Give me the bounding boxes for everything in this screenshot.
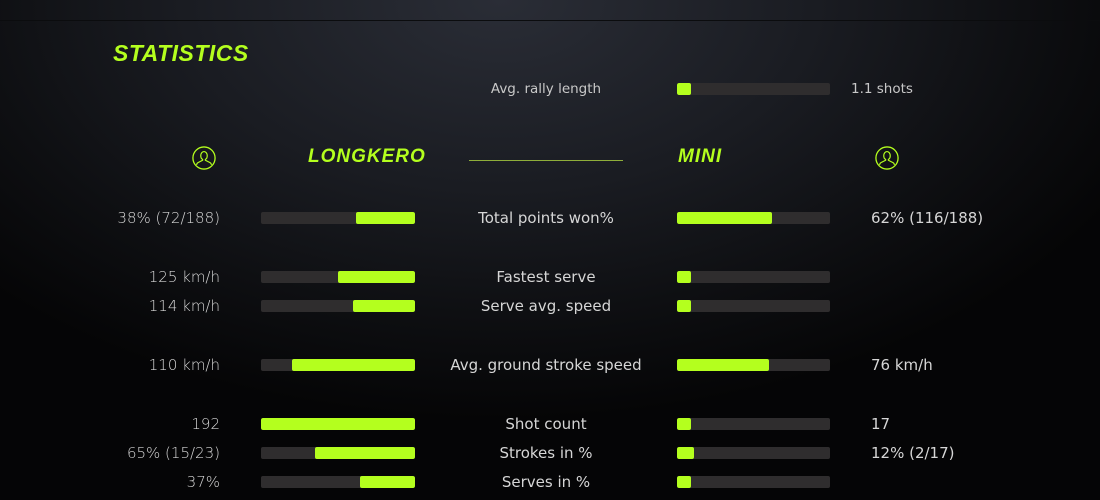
user-circle-icon <box>192 146 216 170</box>
right-bar-fill <box>677 359 769 371</box>
user-circle-icon <box>875 146 899 170</box>
right-bar <box>677 271 830 283</box>
stat-label: Total points won% <box>478 209 614 227</box>
stat-label: Strokes in % <box>499 444 593 462</box>
right-bar <box>677 476 830 488</box>
rally-bar-fill <box>677 83 691 95</box>
left-value: 125 km/h <box>148 268 220 286</box>
left-value: 192 <box>191 415 220 433</box>
left-value: 114 km/h <box>148 297 220 315</box>
stat-row: 110 km/h Avg. ground stroke speed 76 km/… <box>0 355 1100 375</box>
left-bar-fill <box>353 300 415 312</box>
stat-row: 65% (15/23) Strokes in % 12% (2/17) <box>0 443 1100 463</box>
page-title: STATISTICS <box>113 40 249 66</box>
right-bar <box>677 359 830 371</box>
right-bar-fill <box>677 418 691 430</box>
rally-label: Avg. rally length <box>490 81 602 97</box>
header-divider <box>469 160 623 161</box>
left-bar <box>261 447 415 459</box>
left-bar <box>261 476 415 488</box>
right-value: 62% (116/188) <box>871 209 984 227</box>
right-bar-fill <box>677 212 772 224</box>
left-bar <box>261 359 415 371</box>
stat-row: 38% (72/188) Total points won% 62% (116/… <box>0 208 1100 228</box>
left-bar <box>261 271 415 283</box>
right-value: 12% (2/17) <box>871 444 955 462</box>
stat-label: Avg. ground stroke speed <box>450 356 642 374</box>
stat-row: 37% Serves in % <box>0 472 1100 492</box>
left-bar <box>261 418 415 430</box>
right-bar-fill <box>677 476 691 488</box>
right-bar <box>677 447 830 459</box>
right-bar <box>677 418 830 430</box>
left-bar-fill <box>291 359 415 371</box>
player-right-name: MINI <box>678 146 723 167</box>
stat-label: Shot count <box>505 415 587 433</box>
left-bar-fill <box>356 212 415 224</box>
top-divider <box>0 20 1100 21</box>
rally-value: 1.1 shots <box>851 81 913 97</box>
right-value: 17 <box>871 415 891 433</box>
left-bar-fill <box>261 418 415 430</box>
rally-row: Avg. rally length 1.1 shots <box>0 79 1100 99</box>
left-bar-fill <box>338 271 415 283</box>
left-bar <box>261 300 415 312</box>
stat-row: 125 km/h Fastest serve <box>0 267 1100 287</box>
left-value: 110 km/h <box>148 356 220 374</box>
right-bar-fill <box>677 300 691 312</box>
left-bar <box>261 212 415 224</box>
right-bar-fill <box>677 447 694 459</box>
stat-label: Serves in % <box>501 473 591 491</box>
right-value: 76 km/h <box>871 356 933 374</box>
stat-row: 192 Shot count 17 <box>0 414 1100 434</box>
stat-label: Serve avg. speed <box>480 297 612 315</box>
left-value: 37% <box>186 473 220 491</box>
stat-row: 114 km/h Serve avg. speed <box>0 296 1100 316</box>
stat-label: Fastest serve <box>496 268 596 286</box>
left-value: 65% (15/23) <box>126 444 220 462</box>
right-bar <box>677 300 830 312</box>
rally-bar <box>677 83 830 95</box>
left-bar-fill <box>359 476 415 488</box>
player-left-name: LONGKERO <box>308 146 426 167</box>
left-value: 38% (72/188) <box>117 209 220 227</box>
left-bar-fill <box>314 447 415 459</box>
right-bar-fill <box>677 271 691 283</box>
right-bar <box>677 212 830 224</box>
